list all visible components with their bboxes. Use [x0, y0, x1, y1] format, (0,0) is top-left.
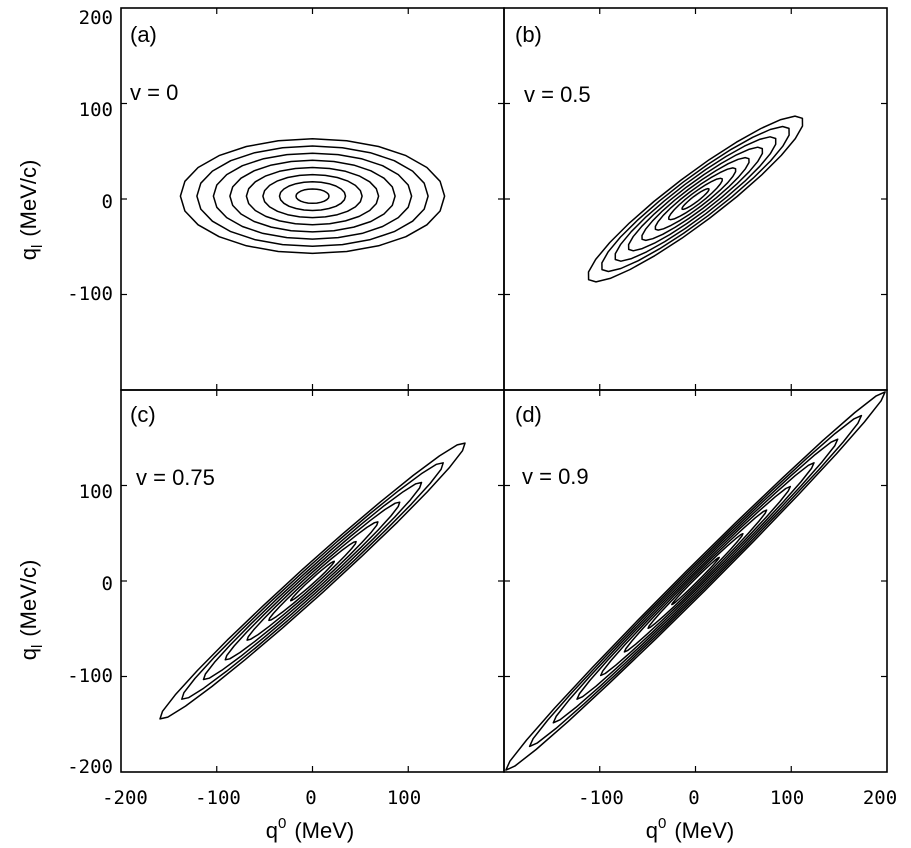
contour-line	[262, 173, 363, 219]
panel-b-contours	[587, 115, 804, 283]
contour-line	[668, 177, 723, 221]
x-axis-title-right-sup: 0	[658, 815, 666, 832]
x-axis-title-right: q0 (MeV)	[646, 815, 734, 843]
panel-b: (b) v = 0.5	[503, 7, 888, 391]
panel-b-label: (b)	[515, 22, 542, 47]
y-axis-title-top: ql (MeV/c)	[16, 160, 46, 261]
contour-line	[212, 152, 413, 240]
panel-a: (a) v = 0 200 100 0 -100	[67, 7, 505, 391]
contour-line	[179, 138, 446, 255]
y-axis-title-bottom: ql (MeV/c)	[16, 560, 46, 661]
panel-a-contours	[179, 138, 446, 255]
y-axis-title-bottom-sub: l	[29, 645, 46, 648]
panel-a-ticks	[121, 8, 504, 390]
panel-c-frame	[120, 389, 505, 773]
contour-line	[505, 391, 886, 771]
contour-line	[229, 159, 396, 233]
x-axis-title-left-sup: 0	[278, 815, 286, 832]
panel-c-label: (c)	[130, 402, 156, 427]
y-axis-title-bottom-unit: (MeV/c)	[16, 560, 41, 637]
panel-c-ytick-100: 100	[79, 481, 113, 503]
panel-c-annotation: v = 0.75	[136, 465, 215, 490]
panel-a-ytick-200: 200	[79, 7, 113, 29]
panel-d-xtick-0: 0	[688, 787, 699, 809]
panel-d-ticks	[504, 390, 887, 772]
panel-d: (d) v = 0.9 -100 0 100 200	[503, 389, 897, 809]
x-axis-title-left-q: q	[266, 818, 278, 843]
contour-line	[647, 532, 744, 630]
panel-c-ytick-neg100: -100	[67, 665, 113, 687]
contour-line	[576, 462, 815, 700]
panel-d-contours	[505, 391, 886, 771]
panel-d-xtick-neg100: -100	[578, 787, 624, 809]
contour-line	[627, 146, 764, 252]
panel-a-ytick-100: 100	[79, 99, 113, 121]
panel-a-annotation: v = 0	[130, 80, 178, 105]
panel-a-label: (a)	[130, 22, 157, 47]
contour-line	[181, 462, 444, 700]
contour-line	[245, 166, 380, 226]
contour-line	[528, 414, 863, 748]
panel-c-xtick-neg100: -100	[195, 787, 241, 809]
panel-b-annotation: v = 0.5	[524, 82, 591, 107]
y-axis-title-bottom-q: q	[16, 648, 41, 660]
panel-c-xtick-0: 0	[305, 787, 316, 809]
x-axis-title-left-unit: (MeV)	[294, 818, 354, 843]
y-axis-title-top-sub: l	[29, 245, 46, 248]
contour-line	[295, 188, 330, 205]
contour-line	[641, 156, 750, 242]
panel-a-ytick-neg100: -100	[67, 283, 113, 305]
panel-a-frame	[120, 7, 505, 391]
contour-line	[623, 509, 768, 653]
contour-line	[268, 540, 357, 622]
y-axis-title-top-unit: (MeV/c)	[16, 160, 41, 237]
panel-d-label: (d)	[515, 402, 542, 427]
contour-line	[552, 438, 839, 724]
contour-line	[289, 560, 336, 602]
contour-line	[196, 145, 429, 248]
contour-line	[159, 442, 466, 720]
panel-d-frame	[503, 389, 888, 773]
panel-c-xtick-100: 100	[387, 787, 421, 809]
y-axis-title-top-q: q	[16, 248, 41, 260]
panel-c-contours	[159, 442, 466, 720]
panel-d-xtick-200: 200	[863, 787, 897, 809]
contour-line	[671, 556, 720, 606]
panel-b-ticks	[504, 8, 887, 390]
contour-line	[587, 115, 804, 283]
panel-d-xtick-100: 100	[770, 787, 804, 809]
panel-c-ytick-0: 0	[102, 573, 113, 595]
contour-line	[278, 181, 347, 212]
contour-line	[614, 136, 777, 262]
panel-d-annotation: v = 0.9	[522, 464, 589, 489]
panel-c-ytick-neg200: -200	[67, 756, 113, 778]
panel-c-ticks	[121, 390, 504, 772]
x-axis-title-left: q0 (MeV)	[266, 815, 354, 843]
contour-line	[246, 521, 379, 641]
contour-line	[681, 187, 710, 211]
contour-line	[224, 501, 401, 661]
panel-b-frame	[503, 7, 888, 391]
x-axis-title-right-unit: (MeV)	[674, 818, 734, 843]
contour-line	[202, 481, 423, 681]
contour-line	[654, 167, 737, 231]
x-axis-title-right-q: q	[646, 818, 658, 843]
contour-line	[599, 485, 792, 677]
panel-a-ytick-0: 0	[102, 191, 113, 213]
contour-line	[601, 125, 790, 273]
panel-c: (c) v = 0.75 100 0 -100 -200 -200 -100 0…	[67, 389, 505, 809]
panel-c-xtick-neg200: -200	[102, 787, 148, 809]
